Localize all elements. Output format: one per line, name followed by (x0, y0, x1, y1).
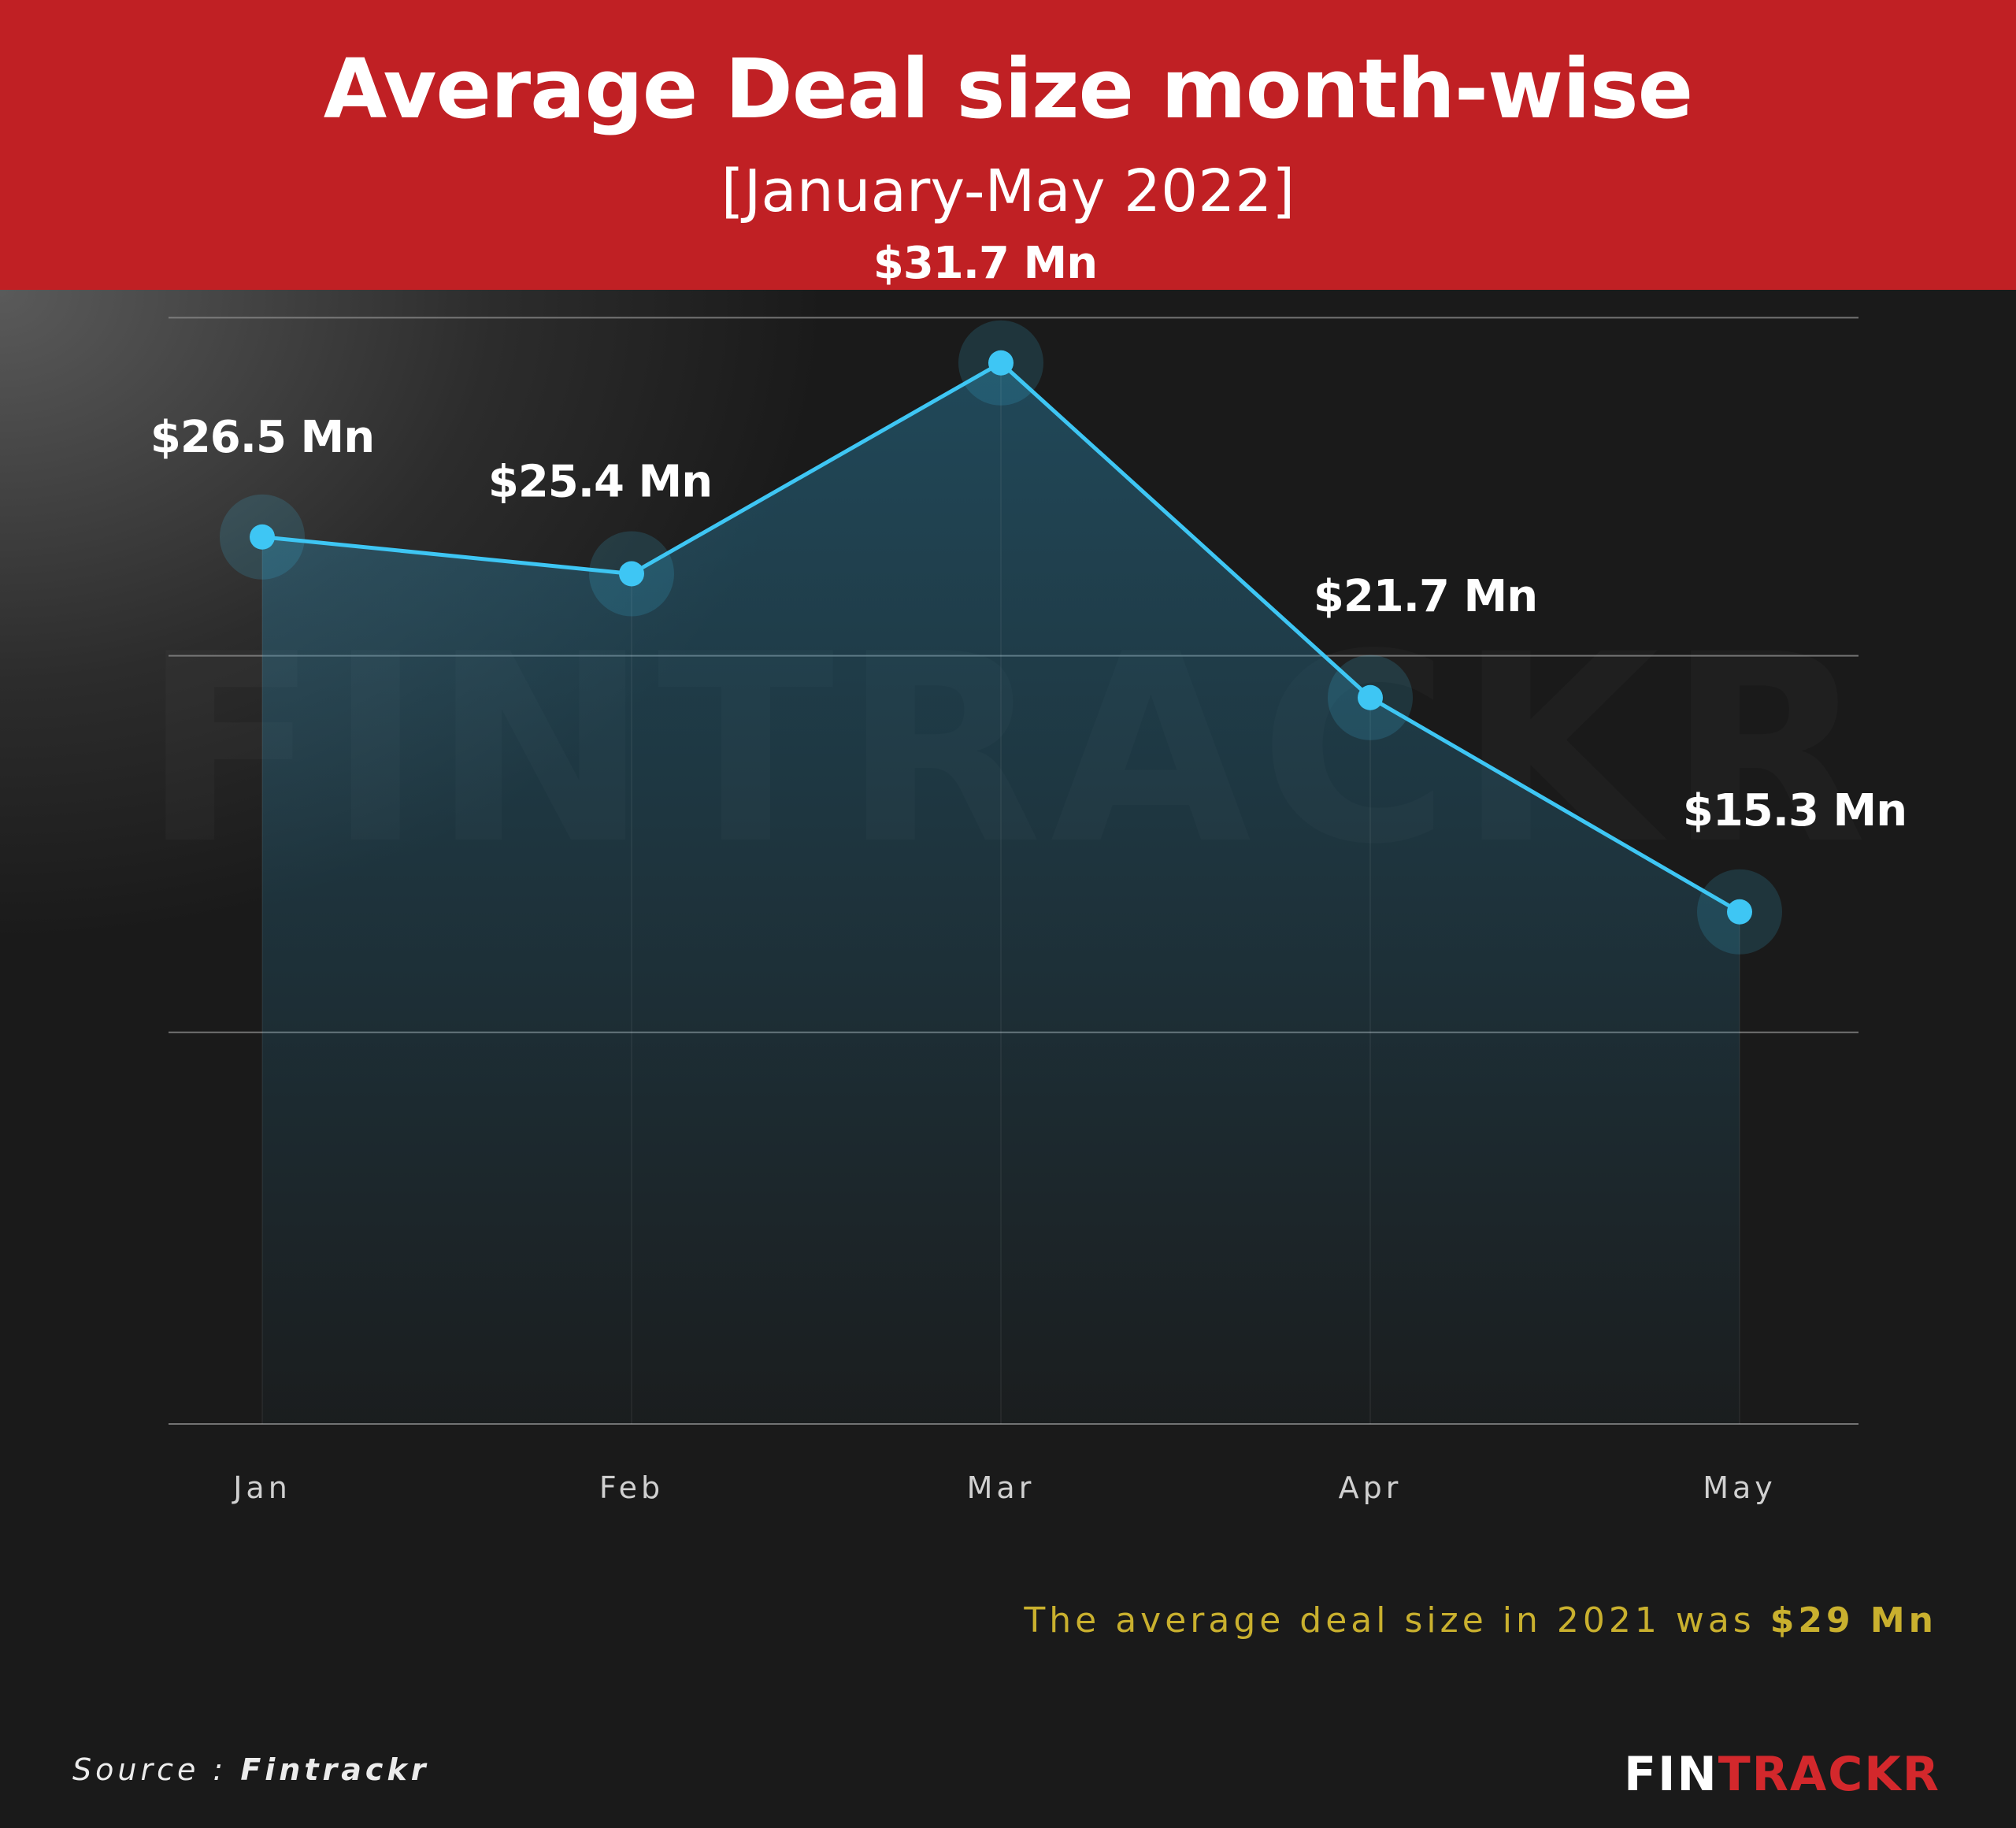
area-fill (261, 361, 1741, 1424)
x-tick-apr: Apr (1339, 1470, 1403, 1505)
markers (220, 320, 1782, 955)
x-tick-mar: Mar (967, 1470, 1036, 1505)
marker-apr (1358, 684, 1383, 710)
value-label-jan: $26.5 Mn (150, 412, 374, 463)
footnote-text: The average deal size in 2021 was (1024, 1600, 1755, 1641)
footnote: The average deal size in 2021 was $29 Mn (1024, 1600, 1937, 1641)
value-label-may: $15.3 Mn (1683, 785, 1907, 836)
marker-mar (988, 350, 1014, 376)
header-banner: Average Deal size month-wise [January-Ma… (0, 0, 2016, 290)
marker-feb (619, 561, 644, 587)
source-name: Fintrackr (240, 1752, 430, 1787)
value-label-apr: $21.7 Mn (1314, 571, 1537, 622)
chart-title: Average Deal size month-wise (323, 41, 1693, 137)
x-axis-ticks: Jan Feb Mar Apr May (232, 1470, 1777, 1505)
source-credit: Source : Fintrackr (72, 1752, 429, 1787)
fintrackr-logo: FINTRACKR (1624, 1747, 1940, 1802)
marker-jan (250, 524, 275, 550)
marker-may (1727, 899, 1752, 925)
logo-part-1: FIN (1624, 1747, 1718, 1802)
x-tick-may: May (1703, 1470, 1777, 1505)
logo-part-2: TRACKR (1718, 1747, 1940, 1802)
area-shape (262, 362, 1740, 1424)
value-label-feb: $25.4 Mn (488, 457, 712, 508)
x-tick-jan: Jan (232, 1470, 291, 1505)
chart-subtitle: [January-May 2022] (721, 158, 1295, 225)
source-label: Source : (72, 1752, 228, 1787)
value-label-mar: $31.7 Mn (873, 238, 1097, 289)
value-labels: $26.5 Mn $25.4 Mn $31.7 Mn $21.7 Mn $15.3 Mn (150, 238, 1907, 836)
footnote-value: $29 Mn (1770, 1600, 1937, 1641)
x-tick-feb: Feb (599, 1470, 664, 1505)
